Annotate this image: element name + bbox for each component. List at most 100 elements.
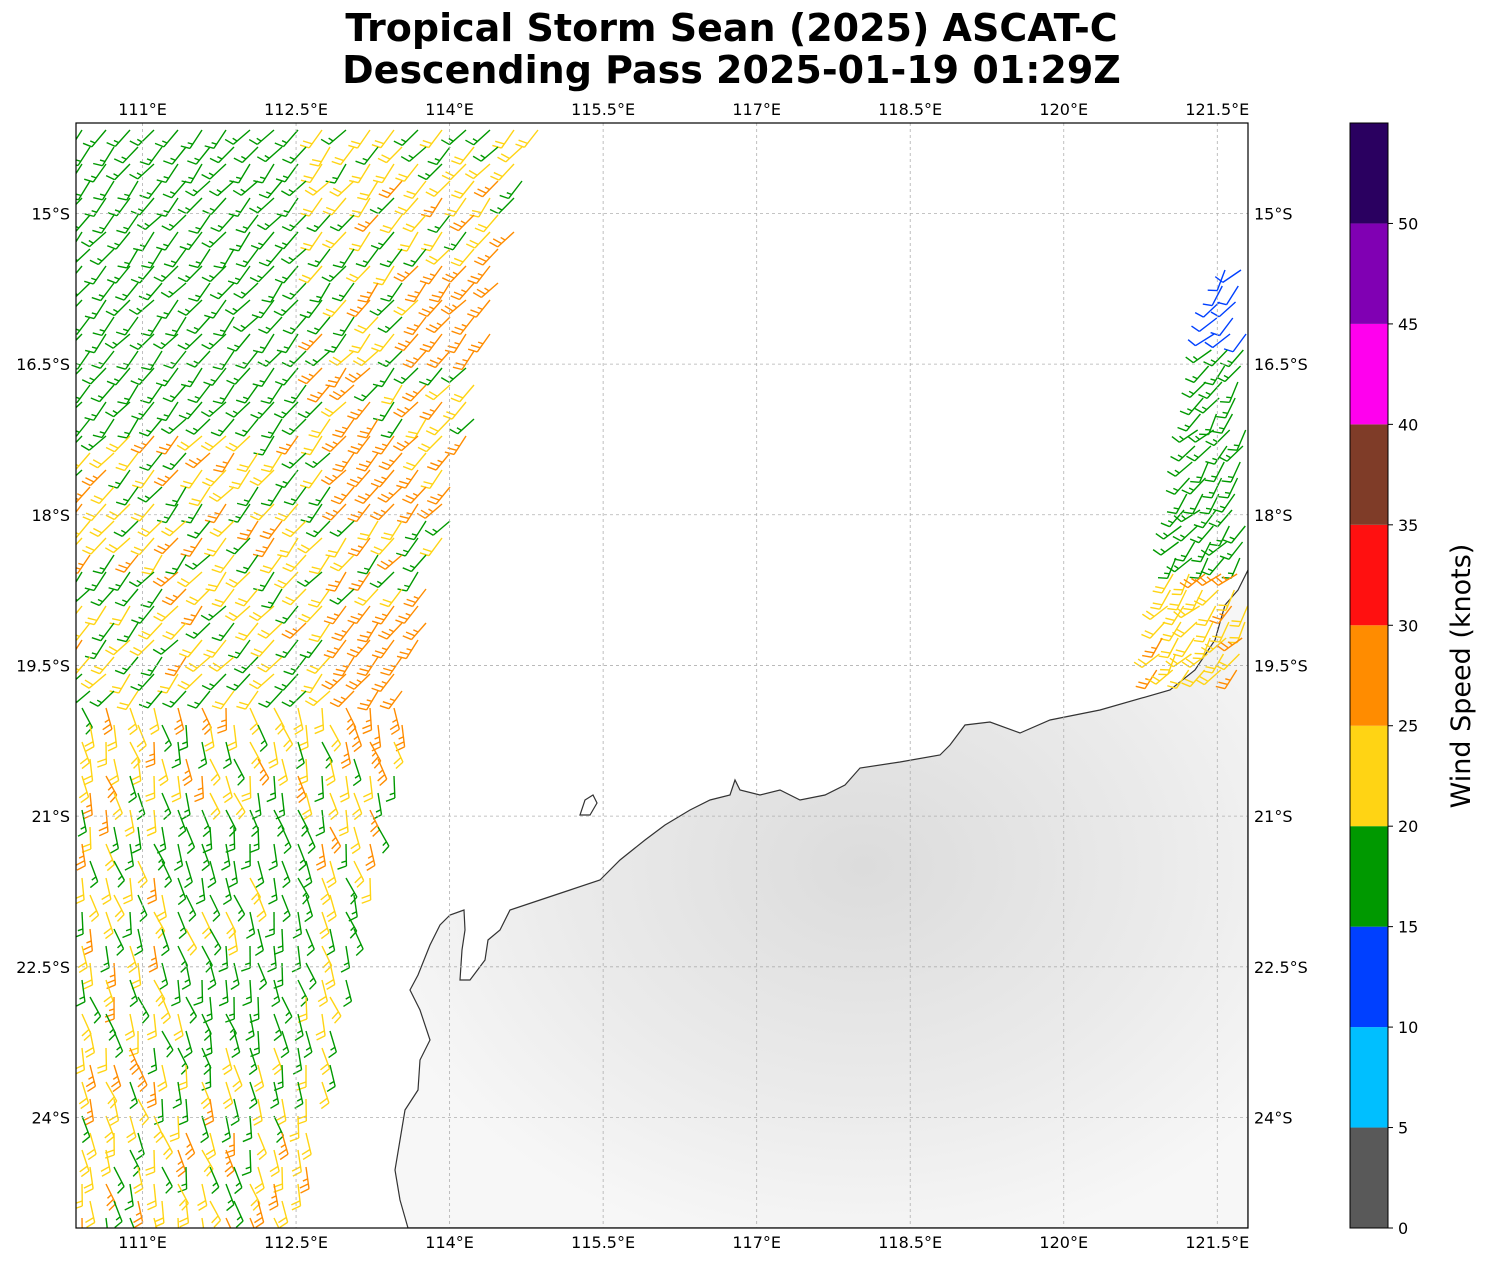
wind-barb xyxy=(76,1047,86,1075)
wind-barb xyxy=(92,554,115,575)
wind-barb xyxy=(354,214,379,232)
wind-barb xyxy=(201,911,213,939)
wind-barb xyxy=(326,894,337,923)
wind-barb xyxy=(76,605,83,615)
wind-barb xyxy=(242,1115,253,1143)
wind-barb xyxy=(152,639,179,655)
wind-barb xyxy=(117,180,139,201)
wind-barb xyxy=(222,775,233,804)
wind-barb xyxy=(113,928,125,956)
wind-barb xyxy=(124,809,135,837)
colorbar-label: Wind Speed (knots) xyxy=(1446,544,1477,809)
wind-barb xyxy=(249,1217,255,1228)
wind-barb xyxy=(201,163,227,180)
lat-tick-label-left: 22.5°S xyxy=(16,958,70,977)
colorbar-bin xyxy=(1350,424,1388,525)
wind-barb xyxy=(304,350,331,367)
wind-barb xyxy=(377,146,403,164)
wind-barb xyxy=(76,367,83,376)
wind-barb xyxy=(78,775,90,804)
wind-barb xyxy=(127,707,138,736)
wind-barb xyxy=(171,775,182,803)
wind-barb xyxy=(97,1047,108,1074)
lon-tick-label-bottom: 115.5°E xyxy=(571,1233,635,1252)
wind-barb xyxy=(403,588,427,608)
wind-barb xyxy=(1218,445,1244,462)
wind-barb xyxy=(130,367,155,386)
wind-barb xyxy=(293,707,304,735)
wind-barb xyxy=(1203,349,1228,367)
wind-barb xyxy=(1209,605,1233,625)
wind-barb xyxy=(233,1200,244,1228)
wind-barb xyxy=(320,129,347,145)
wind-barb xyxy=(89,520,115,537)
wind-barb xyxy=(427,214,451,234)
wind-barb xyxy=(273,1013,283,1042)
wind-barb xyxy=(357,282,379,303)
wind-barb xyxy=(256,1132,267,1161)
wind-barb xyxy=(76,622,91,641)
wind-barb xyxy=(1202,653,1225,674)
wind-barb xyxy=(1181,477,1206,495)
wind-barb xyxy=(395,605,419,624)
wind-barb xyxy=(105,639,131,656)
wind-barb xyxy=(425,418,451,436)
wind-barb xyxy=(187,384,211,404)
wind-barb xyxy=(1185,349,1212,364)
lon-tick-label-bottom: 120°E xyxy=(1039,1233,1088,1252)
wind-barb xyxy=(173,843,184,871)
wind-barb xyxy=(188,214,211,234)
wind-barb xyxy=(209,520,235,538)
wind-barb xyxy=(1173,605,1201,619)
wind-barb xyxy=(165,316,187,337)
wind-barb xyxy=(202,469,227,487)
wind-barb xyxy=(440,129,467,146)
wind-barb xyxy=(490,163,515,181)
wind-barb xyxy=(79,1149,90,1178)
wind-barb xyxy=(1187,333,1215,347)
wind-barb xyxy=(377,486,403,503)
wind-barb xyxy=(389,707,401,736)
wind-barb xyxy=(1221,461,1241,483)
lat-tick-label-right: 19.5°S xyxy=(1254,656,1308,675)
wind-barb xyxy=(178,1098,189,1126)
wind-barb xyxy=(222,1081,234,1110)
wind-barb xyxy=(92,316,115,337)
wind-barb xyxy=(92,214,115,234)
wind-barb xyxy=(489,231,515,248)
wind-barb xyxy=(308,418,331,438)
wind-barb xyxy=(377,826,390,854)
wind-barb xyxy=(1204,461,1225,483)
wind-barb xyxy=(332,316,355,337)
wind-barb xyxy=(450,282,475,301)
wind-barb xyxy=(161,214,187,231)
wind-barb xyxy=(254,1200,265,1228)
wind-barb xyxy=(177,299,203,316)
wind-barb xyxy=(105,163,131,181)
wind-barb xyxy=(1193,621,1214,643)
wind-barb xyxy=(109,826,120,854)
wind-barb xyxy=(395,163,419,182)
wind-barb xyxy=(321,265,347,282)
wind-barb xyxy=(380,418,403,439)
wind-barb xyxy=(82,928,94,956)
wind-barb xyxy=(110,1064,122,1093)
wind-barb xyxy=(254,1166,265,1195)
wind-barb xyxy=(1215,669,1238,690)
wind-barb xyxy=(417,163,443,181)
wind-barb xyxy=(369,299,395,316)
wind-barb xyxy=(129,1047,140,1076)
wind-barb xyxy=(258,180,283,199)
wind-barb xyxy=(169,1115,180,1143)
colorbar-tick-label: 25 xyxy=(1398,717,1418,736)
wind-barb xyxy=(340,741,352,769)
wind-barb xyxy=(515,129,539,148)
wind-barb xyxy=(128,299,155,315)
wind-barb xyxy=(108,1098,120,1126)
wind-barb xyxy=(371,639,395,659)
wind-barb xyxy=(322,299,347,318)
wind-barb xyxy=(348,571,371,591)
wind-barb xyxy=(153,1217,158,1228)
wind-barb xyxy=(201,333,227,350)
wind-barb xyxy=(378,452,403,471)
